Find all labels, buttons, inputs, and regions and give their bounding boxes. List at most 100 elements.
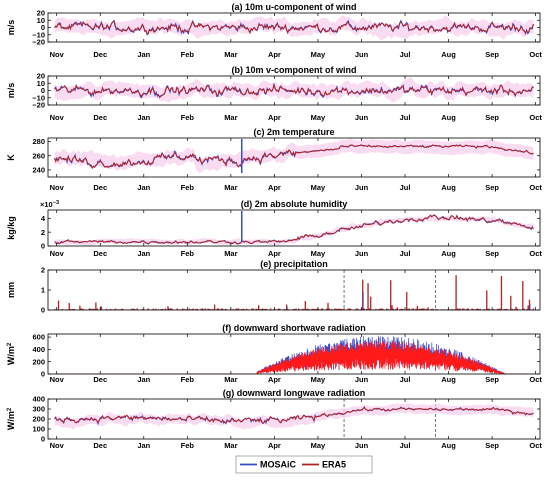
- y-axis-label: K: [6, 154, 16, 161]
- x-tick-label: Jun: [355, 113, 369, 122]
- x-tick-label: Nov: [50, 50, 65, 59]
- y-tick-label: −10: [32, 93, 45, 102]
- x-tick-label: Oct: [529, 441, 542, 450]
- x-tick-label: Dec: [93, 441, 107, 450]
- x-tick-label: Feb: [181, 113, 195, 122]
- x-tick-label: Jul: [400, 249, 411, 258]
- y-tick-label: −10: [32, 30, 45, 39]
- panel-title: (b) 10m v-component of wind: [232, 65, 357, 75]
- x-tick-label: Apr: [268, 113, 281, 122]
- x-tick-label: Jul: [400, 183, 411, 192]
- y-tick-label: 400: [32, 345, 45, 354]
- series-line-era5: [54, 340, 534, 374]
- panel-title: (d) 2m absolute humidity: [241, 199, 348, 209]
- x-tick-label: Jul: [400, 50, 411, 59]
- panel-d: (d) 2m absolute humidity 4 2 0 Nov Dec Jan Feb M…: [6, 199, 542, 258]
- x-tick-label: Apr: [268, 50, 281, 59]
- x-tick-label: Mar: [224, 113, 237, 122]
- legend-label-mosaic: MOSAiC: [260, 460, 297, 470]
- y-tick-label: 4: [41, 214, 46, 223]
- panel-title: (f) downward shortwave radiation: [222, 323, 366, 333]
- plot-frame: [47, 137, 541, 178]
- x-tick-label: Apr: [268, 375, 281, 384]
- y-tick-label: 280: [32, 137, 45, 146]
- panel-e: (e) precipitation 2 1 0 mm: [6, 259, 541, 315]
- x-tick-label: Mar: [224, 249, 237, 258]
- x-tick-label: Mar: [224, 441, 237, 450]
- x-tick-label: Nov: [50, 183, 65, 192]
- x-tick-label: Jan: [137, 249, 150, 258]
- y-tick-label: 2: [41, 228, 45, 237]
- x-tick-label: Feb: [181, 441, 195, 450]
- legend: MOSAiC ERA5: [235, 455, 373, 474]
- panel-title: (g) downward longwave radiation: [223, 388, 366, 398]
- x-tick-label: Jun: [355, 249, 369, 258]
- x-tick-label: Feb: [181, 50, 195, 59]
- x-tick-label: Dec: [93, 50, 107, 59]
- y-tick-label: 10: [37, 79, 45, 88]
- x-tick-label: Dec: [93, 249, 107, 258]
- x-tick-label: Oct: [529, 375, 542, 384]
- x-tick-label: Nov: [50, 249, 65, 258]
- y-tick-label: 0: [41, 435, 45, 444]
- x-tick-label: Aug: [441, 441, 456, 450]
- y-tick-label: −20: [32, 38, 45, 47]
- x-tick-label: Jun: [355, 375, 369, 384]
- y-tick-label: −20: [32, 101, 45, 110]
- y-tick-label: 2: [41, 266, 45, 275]
- panel-c: (c) 2m temperature 280 260 240 Nov Dec Jan Feb M…: [6, 127, 542, 192]
- y-tick-label: 200: [32, 357, 45, 366]
- plot-frame: [47, 333, 541, 375]
- x-tick-label: Jun: [355, 50, 369, 59]
- spread-band: [54, 76, 534, 103]
- x-tick-label: Dec: [93, 183, 107, 192]
- x-tick-label: May: [311, 375, 326, 384]
- scale-note: ×10−3: [40, 200, 59, 209]
- x-tick-label: Apr: [268, 249, 281, 258]
- y-tick-label: 0: [41, 23, 45, 32]
- y-tick-label: 100: [32, 425, 45, 434]
- x-tick-label: Jul: [400, 375, 411, 384]
- y-tick-label: 600: [32, 333, 45, 342]
- y-axis-label: mm: [6, 282, 16, 298]
- x-tick-label: Jul: [400, 113, 411, 122]
- panel-title: (a) 10m u-component of wind: [232, 2, 357, 12]
- x-tick-label: May: [311, 441, 326, 450]
- y-axis-label: m/s: [6, 83, 16, 99]
- panel-g: (g) downward longwave radiation 400300200…: [6, 388, 542, 450]
- x-tick-label: Apr: [268, 441, 281, 450]
- x-tick-label: Jun: [355, 441, 369, 450]
- x-tick-label: Oct: [529, 50, 542, 59]
- y-tick-label: 260: [32, 151, 45, 160]
- y-tick-label: 400: [32, 395, 45, 404]
- spread-band: [54, 215, 534, 246]
- y-tick-label: 1: [41, 286, 45, 295]
- x-tick-label: Mar: [224, 375, 237, 384]
- x-tick-label: Jan: [137, 183, 150, 192]
- y-axis-label: W/m2: [6, 407, 16, 430]
- series-line-era5: [54, 144, 534, 169]
- panel-f: (f) downward shortwave radiation 600 400 20…: [6, 323, 542, 384]
- x-tick-label: Sep: [485, 375, 499, 384]
- series-line-era5: [54, 19, 534, 36]
- x-tick-label: Nov: [50, 375, 65, 384]
- y-tick-label: 20: [37, 9, 45, 18]
- x-tick-label: Mar: [224, 183, 237, 192]
- x-tick-label: Aug: [441, 375, 456, 384]
- x-tick-label: Jan: [137, 375, 150, 384]
- y-tick-label: 10: [37, 16, 45, 25]
- x-tick-label: Jul: [400, 441, 411, 450]
- series-line-era5: [54, 214, 534, 245]
- series-line-era5: [54, 406, 534, 424]
- y-axis-label: kg/kg: [6, 216, 16, 240]
- x-tick-label: Jan: [137, 441, 150, 450]
- x-tick-label: Sep: [485, 249, 499, 258]
- x-tick-label: Oct: [529, 249, 542, 258]
- x-tick-label: Aug: [441, 113, 456, 122]
- panel-title: (c) 2m temperature: [253, 127, 334, 137]
- x-tick-label: May: [311, 50, 326, 59]
- x-tick-label: May: [311, 113, 326, 122]
- y-tick-label: 20: [37, 72, 45, 81]
- y-tick-label: 300: [32, 405, 45, 414]
